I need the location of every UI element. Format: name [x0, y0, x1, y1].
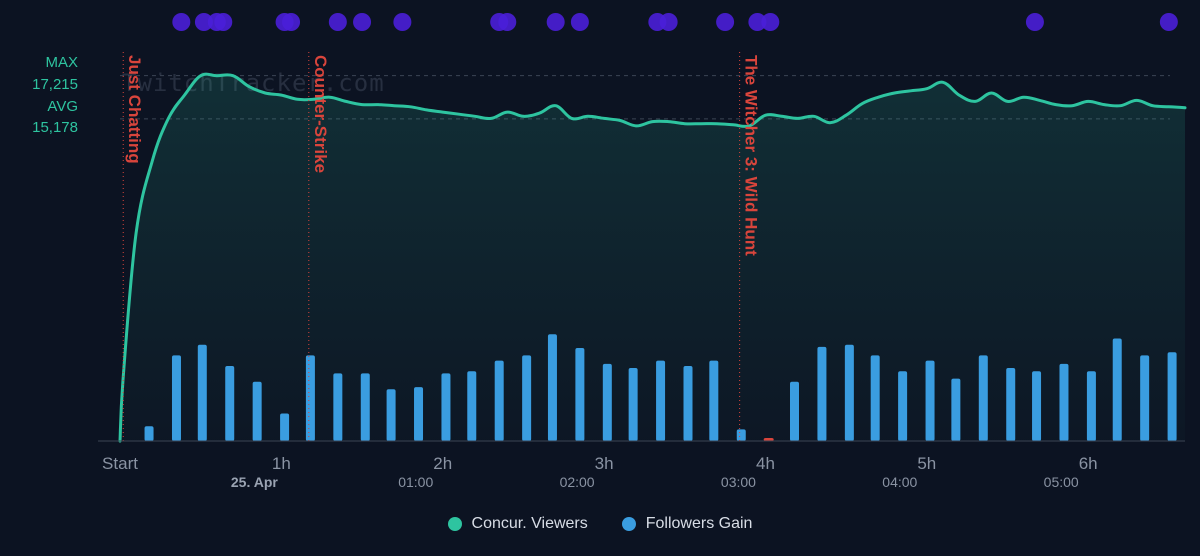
- avg-value: 15,178: [32, 119, 78, 136]
- event-marker-dot: [353, 13, 372, 31]
- chart-legend: Concur. Viewers Followers Gain: [0, 515, 1200, 533]
- followers-bar: [305, 355, 315, 441]
- followers-bar: [225, 365, 235, 441]
- legend-viewers-label: Concur. Viewers: [471, 515, 588, 532]
- followers-bar: [817, 346, 827, 441]
- followers-bar: [978, 355, 988, 441]
- followers-bar: [925, 360, 935, 441]
- legend-item-followers[interactable]: Followers Gain: [621, 515, 753, 533]
- followers-bar: [951, 378, 961, 441]
- x-tick-label: 6h: [1079, 454, 1098, 473]
- event-marker-dot: [214, 13, 233, 31]
- followers-bar: [547, 334, 557, 441]
- x-tick-sublabel: 02:00: [560, 474, 595, 490]
- x-tick-sublabel: 01:00: [398, 474, 433, 490]
- followers-bar: [252, 381, 262, 441]
- x-tick-label: 2h: [433, 454, 452, 473]
- followers-bar: [280, 413, 290, 441]
- event-marker-dot: [498, 13, 517, 31]
- legend-followers-label: Followers Gain: [645, 515, 753, 532]
- followers-bar: [494, 360, 504, 441]
- followers-bar: [763, 438, 774, 441]
- x-tick-sublabel: 05:00: [1044, 474, 1079, 490]
- avg-label: AVG: [47, 98, 78, 115]
- followers-bar: [656, 360, 666, 441]
- followers-bar: [360, 373, 370, 441]
- followers-bar: [790, 381, 799, 441]
- annotation-label: The Witcher 3: Wild Hunt: [742, 55, 761, 256]
- x-tick-label: 5h: [917, 454, 936, 473]
- followers-bar: [467, 371, 477, 441]
- followers-bar: [1006, 368, 1016, 441]
- viewers-legend-dot-icon: [447, 517, 462, 531]
- event-marker-dot: [761, 13, 780, 31]
- x-tick-label: Start: [102, 454, 138, 473]
- max-value: 17,215: [32, 76, 78, 93]
- followers-bar: [1167, 352, 1177, 441]
- event-marker-dot: [716, 13, 735, 31]
- followers-bar: [386, 389, 396, 441]
- followers-bar: [602, 363, 612, 441]
- event-marker-dot: [546, 13, 565, 31]
- event-marker-dot: [1025, 13, 1044, 31]
- followers-bar: [683, 365, 693, 441]
- followers-bar: [844, 344, 854, 441]
- annotation-label: Just Chatting: [125, 55, 144, 164]
- x-tick-sublabel: 25. Apr: [231, 474, 278, 490]
- annotation-label: Counter-Strike: [311, 55, 330, 173]
- viewers-area: [120, 74, 1185, 441]
- followers-bar: [1059, 363, 1069, 441]
- followers-bar: [1140, 355, 1150, 441]
- max-label: MAX: [45, 54, 78, 71]
- event-marker-dot: [194, 13, 213, 31]
- followers-bar: [441, 373, 451, 441]
- followers-bar: [171, 355, 181, 441]
- followers-bar: [144, 426, 154, 441]
- x-tick-label: 1h: [272, 454, 291, 473]
- event-marker-dot: [1159, 13, 1178, 31]
- event-marker-dot: [172, 13, 191, 31]
- followers-bar: [575, 347, 585, 441]
- x-tick-sublabel: 04:00: [882, 474, 917, 490]
- followers-bar: [1112, 338, 1122, 441]
- event-marker-dot: [659, 13, 678, 31]
- followers-bar: [628, 368, 638, 441]
- x-tick-label: 3h: [595, 454, 614, 473]
- followers-bar: [333, 373, 343, 441]
- followers-bar: [1086, 371, 1096, 441]
- event-marker-dot: [328, 13, 347, 31]
- x-tick-label: 4h: [756, 454, 775, 473]
- followers-bar: [197, 344, 207, 441]
- viewers-line: [118, 72, 1187, 443]
- followers-bar: [736, 429, 746, 441]
- followers-bar: [414, 387, 424, 441]
- event-marker-dot: [393, 13, 412, 31]
- followers-legend-dot-icon: [621, 517, 636, 531]
- followers-bar: [1032, 371, 1042, 441]
- followers-bar: [709, 360, 719, 441]
- event-marker-dot: [570, 13, 589, 31]
- followers-bar: [522, 355, 532, 441]
- x-tick-sublabel: 03:00: [721, 474, 756, 490]
- followers-bar: [898, 371, 908, 441]
- legend-item-viewers[interactable]: Concur. Viewers: [447, 515, 588, 533]
- event-marker-dot: [282, 13, 301, 31]
- followers-bar: [870, 355, 880, 441]
- event-marker-dot: [748, 13, 767, 31]
